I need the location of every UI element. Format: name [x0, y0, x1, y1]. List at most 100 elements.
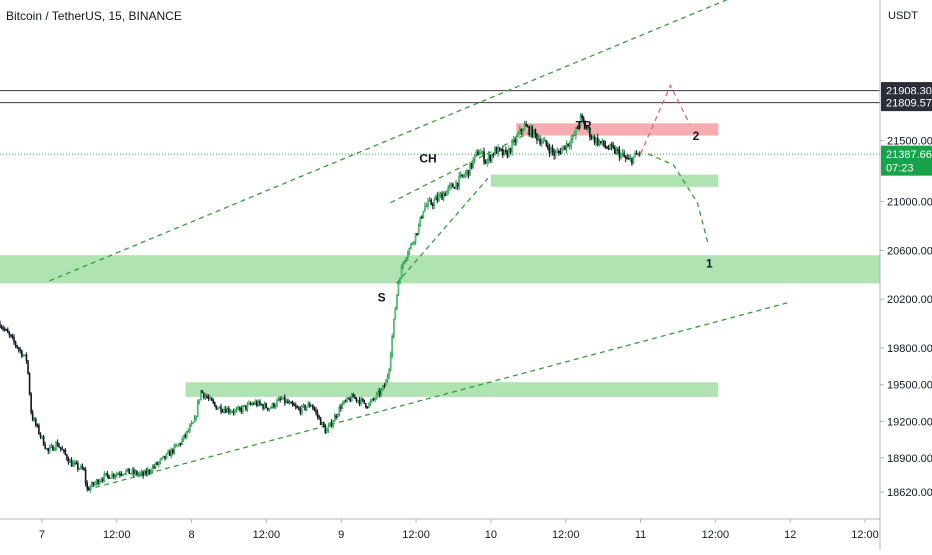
price-level-badge [881, 94, 932, 112]
candle [189, 423, 191, 434]
candle-body [207, 397, 210, 399]
candle-body [119, 473, 121, 475]
candle [360, 396, 362, 407]
candle-body [112, 473, 115, 478]
candle [268, 408, 271, 412]
candle-body [573, 134, 576, 137]
candle-body [150, 471, 152, 474]
candle-body [380, 389, 383, 395]
candle [150, 468, 152, 476]
candle-body [500, 148, 502, 151]
candle [134, 469, 137, 476]
candle [31, 409, 34, 422]
candle-body [346, 397, 348, 402]
candle-body [226, 408, 229, 413]
candle-body [143, 470, 146, 476]
candle-body [78, 468, 81, 470]
candle [550, 145, 552, 156]
candle-body [55, 442, 57, 450]
candle-body [399, 278, 401, 284]
candle-body [80, 465, 82, 469]
candle [25, 352, 28, 364]
candle-body [378, 390, 381, 395]
candle [91, 480, 93, 488]
candle-body [464, 172, 467, 177]
candle-body [38, 425, 40, 434]
candle-body [39, 433, 42, 437]
candle [590, 134, 593, 141]
candle-body [548, 147, 551, 154]
candle-body [238, 407, 241, 409]
candle [363, 399, 366, 404]
y-tick-label: 18620.00 [887, 487, 932, 499]
candle [184, 432, 187, 439]
candle-body [70, 459, 73, 467]
candle [170, 447, 173, 459]
candle-body [537, 138, 540, 141]
candle [343, 400, 345, 405]
candle [2, 325, 4, 332]
candle [637, 152, 639, 157]
candle [98, 478, 101, 485]
candle-body [162, 455, 165, 458]
candle-body [181, 439, 183, 445]
candle [159, 458, 162, 465]
candle-body [168, 451, 171, 457]
candle [491, 153, 493, 164]
candle-body [562, 145, 565, 149]
candle-body [361, 398, 364, 401]
candle [378, 387, 381, 398]
candle [94, 480, 96, 487]
candle-body [436, 196, 439, 201]
candle [492, 152, 495, 158]
candle [615, 146, 618, 156]
candle [307, 401, 309, 408]
candle-body [392, 318, 395, 337]
candle-body [593, 136, 596, 144]
candle-body [98, 480, 101, 485]
candle-body [578, 125, 580, 129]
candle [290, 401, 292, 404]
candle-body [617, 149, 619, 151]
candle-body [375, 393, 378, 399]
candle-body [231, 411, 233, 414]
candle-body [403, 259, 406, 264]
candle-body [634, 152, 636, 158]
candle [5, 328, 8, 331]
candle [59, 447, 62, 452]
candle-body [204, 395, 207, 398]
candle-body [534, 129, 537, 135]
candle-body [486, 159, 488, 163]
candle [279, 396, 281, 403]
candle-body [139, 472, 141, 475]
candle-body [450, 183, 453, 186]
candle-body [360, 398, 362, 405]
candle [105, 472, 107, 477]
candle-body [585, 126, 588, 129]
candle-body [623, 153, 625, 158]
candle [581, 113, 583, 123]
candle [24, 354, 26, 357]
candle [333, 413, 336, 422]
candle [612, 142, 615, 150]
candle [83, 467, 85, 471]
candle-body [213, 402, 216, 406]
candle [578, 122, 580, 132]
candle [204, 393, 207, 400]
candle-body [539, 138, 541, 145]
candle [276, 397, 278, 408]
candle-body [335, 415, 337, 418]
candle [3, 326, 6, 332]
candle-body [598, 141, 601, 145]
candle-body [100, 479, 102, 482]
candle-body [377, 390, 380, 395]
candle [441, 191, 443, 200]
y-tick-label: 21500.00 [887, 135, 932, 147]
candle-body [368, 403, 370, 408]
candle [610, 141, 613, 151]
candle-body [557, 151, 560, 153]
candle-body [189, 425, 191, 432]
candle-body [249, 402, 252, 405]
candle-body [58, 445, 60, 448]
candle [215, 405, 218, 410]
